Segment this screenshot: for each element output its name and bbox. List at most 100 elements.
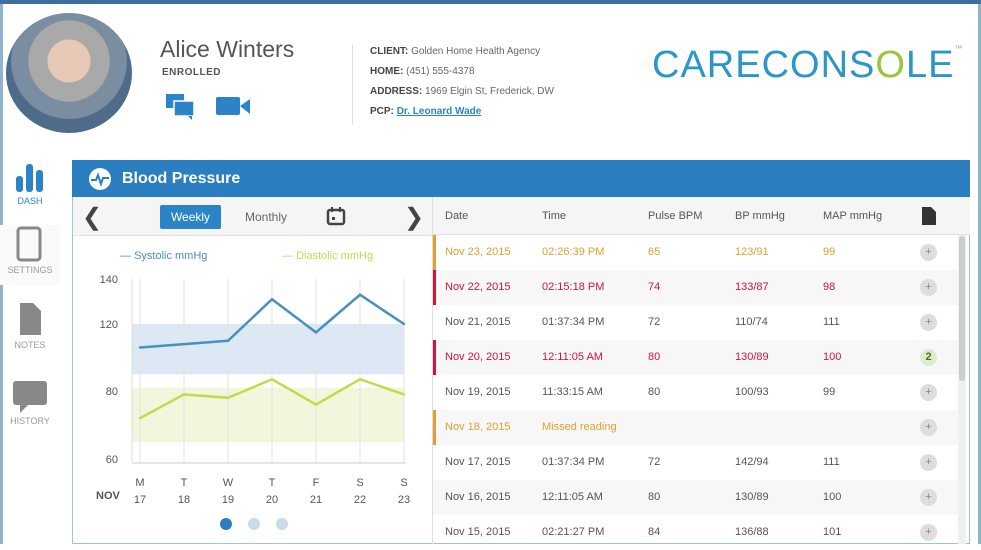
cell-time: 12:11:05 AM bbox=[542, 491, 603, 503]
x-tick-label: 23 bbox=[398, 494, 410, 506]
page-dot[interactable] bbox=[276, 518, 288, 530]
home-value: (451) 555-4378 bbox=[406, 66, 475, 77]
cell-map: 100 bbox=[823, 351, 842, 363]
pcp-info: PCP: Dr. Leonard Wade bbox=[370, 106, 481, 117]
table-header bbox=[433, 197, 970, 235]
column-header-time[interactable]: Time bbox=[542, 210, 567, 222]
address-info: ADDRESS: 1969 Elgin St, Frederick, DW bbox=[370, 86, 554, 97]
x-tick-label: 22 bbox=[354, 494, 366, 506]
pcp-label: PCP: bbox=[370, 106, 394, 117]
divider bbox=[352, 45, 353, 125]
cell-pulse: 80 bbox=[648, 386, 661, 398]
bp-line-chart: 60 80 120 140 M 17 T 18 W 19 T 20 F 21 S 22 S 23 bbox=[100, 274, 410, 506]
table-row[interactable]: Nov 16, 2015 12:11:05 AM 80 130/89 100 + bbox=[433, 480, 958, 515]
cell-time: 02:21:27 PM bbox=[542, 526, 605, 538]
heartbeat-icon bbox=[89, 168, 111, 190]
table-row[interactable]: Nov 17, 2015 01:37:34 PM 72 142/94 111 + bbox=[433, 445, 958, 480]
logo-tm: ™ bbox=[954, 44, 964, 53]
add-note-button[interactable]: + bbox=[920, 314, 937, 331]
chat-icon[interactable] bbox=[166, 94, 198, 120]
panel-title: Blood Pressure bbox=[122, 170, 241, 187]
cell-time: 02:26:39 PM bbox=[542, 246, 605, 258]
sidebar-item-dash[interactable]: DASH bbox=[0, 160, 60, 215]
weekly-tab[interactable]: Weekly bbox=[160, 205, 221, 229]
column-header-bp[interactable]: BP mmHg bbox=[735, 210, 785, 222]
monthly-tab[interactable]: Monthly bbox=[245, 210, 288, 224]
cell-date: Nov 21, 2015 bbox=[445, 316, 511, 328]
x-tick-label: 20 bbox=[266, 494, 278, 506]
add-note-button[interactable]: + bbox=[920, 419, 937, 436]
address-label: ADDRESS: bbox=[370, 86, 423, 97]
legend-label: Systolic mmHg bbox=[134, 250, 208, 262]
x-day-label: S bbox=[400, 477, 407, 489]
cell-date: Nov 23, 2015 bbox=[445, 246, 511, 258]
x-day-label: W bbox=[223, 477, 234, 489]
x-day-label: T bbox=[269, 477, 276, 489]
cell-map: 99 bbox=[823, 386, 836, 398]
calendar-icon[interactable] bbox=[326, 206, 346, 226]
table-row[interactable]: Nov 23, 2015 02:26:39 PM 65 123/91 99 + bbox=[433, 235, 958, 270]
notes-count-badge[interactable]: 2 bbox=[920, 349, 937, 366]
document-icon bbox=[20, 303, 41, 335]
cell-date: Nov 20, 2015 bbox=[445, 351, 511, 363]
data-point bbox=[358, 293, 362, 296]
client-info: CLIENT: Golden Home Health Agency bbox=[370, 46, 540, 57]
cell-date: Nov 16, 2015 bbox=[445, 491, 511, 503]
x-tick-label: 17 bbox=[134, 494, 146, 506]
top-border bbox=[0, 0, 981, 4]
row-flag-alert bbox=[433, 340, 436, 375]
next-week-button[interactable]: ❯ bbox=[404, 204, 425, 231]
y-tick-label: 80 bbox=[106, 386, 118, 398]
divider bbox=[432, 197, 433, 544]
add-note-button[interactable]: + bbox=[920, 454, 937, 471]
add-note-button[interactable]: + bbox=[920, 489, 937, 506]
column-header-date[interactable]: Date bbox=[445, 210, 469, 222]
chat-bubble-icon bbox=[13, 381, 47, 413]
table-row[interactable]: Nov 15, 2015 02:21:27 PM 84 136/88 101 + bbox=[433, 515, 958, 550]
data-point bbox=[226, 396, 230, 399]
home-label: HOME: bbox=[370, 66, 404, 77]
data-point bbox=[138, 346, 142, 349]
column-header-pulse[interactable]: Pulse BPM bbox=[648, 210, 703, 222]
prev-week-button[interactable]: ❮ bbox=[82, 204, 103, 231]
sidebar-item-history[interactable]: HISTORY bbox=[0, 378, 60, 438]
cell-pulse: 65 bbox=[648, 246, 661, 258]
video-call-icon[interactable] bbox=[216, 96, 252, 118]
data-point bbox=[314, 403, 318, 406]
table-row[interactable]: Nov 18, 2015 Missed reading + bbox=[433, 410, 958, 445]
sidebar-item-label: SETTINGS bbox=[7, 265, 53, 275]
export-document-icon[interactable] bbox=[921, 206, 937, 226]
add-note-button[interactable]: + bbox=[920, 244, 937, 261]
page-dot[interactable] bbox=[248, 518, 260, 530]
cell-bp: 142/94 bbox=[735, 456, 769, 468]
cell-pulse: 72 bbox=[648, 456, 661, 468]
pcp-link[interactable]: Dr. Leonard Wade bbox=[396, 106, 482, 117]
data-point bbox=[138, 417, 142, 420]
normal-range-band bbox=[132, 324, 404, 375]
table-row[interactable]: Nov 20, 2015 12:11:05 AM 80 130/89 100 2 bbox=[433, 340, 958, 375]
sidebar-item-label: DASH bbox=[17, 196, 43, 206]
table-scrollbar[interactable] bbox=[958, 235, 966, 544]
x-tick-label: 21 bbox=[310, 494, 322, 506]
cell-date: Nov 17, 2015 bbox=[445, 456, 511, 468]
cell-date: Nov 22, 2015 bbox=[445, 281, 511, 293]
x-day-label: T bbox=[181, 477, 188, 489]
table-row[interactable]: Nov 21, 2015 01:37:34 PM 72 110/74 111 + bbox=[433, 305, 958, 340]
sidebar-item-notes[interactable]: NOTES bbox=[0, 300, 60, 360]
data-point bbox=[402, 322, 406, 326]
page-dot[interactable] bbox=[220, 518, 232, 530]
cell-bp: 110/74 bbox=[735, 316, 768, 328]
add-note-button[interactable]: + bbox=[920, 524, 937, 541]
add-note-button[interactable]: + bbox=[920, 384, 937, 401]
data-point bbox=[226, 339, 230, 342]
cell-time: 02:15:18 PM bbox=[542, 281, 605, 293]
table-row[interactable]: Nov 22, 2015 02:15:18 PM 74 133/87 98 + bbox=[433, 270, 958, 305]
row-flag-warning bbox=[433, 235, 436, 270]
column-header-map[interactable]: MAP mmHg bbox=[823, 210, 883, 222]
sidebar-item-settings[interactable]: SETTINGS bbox=[0, 225, 60, 285]
cell-pulse: 80 bbox=[648, 491, 661, 503]
scrollbar-thumb[interactable] bbox=[959, 236, 965, 381]
table-row[interactable]: Nov 19, 2015 11:33:15 AM 80 100/93 99 + bbox=[433, 375, 958, 410]
cell-map: 99 bbox=[823, 246, 836, 258]
add-note-button[interactable]: + bbox=[920, 279, 937, 296]
